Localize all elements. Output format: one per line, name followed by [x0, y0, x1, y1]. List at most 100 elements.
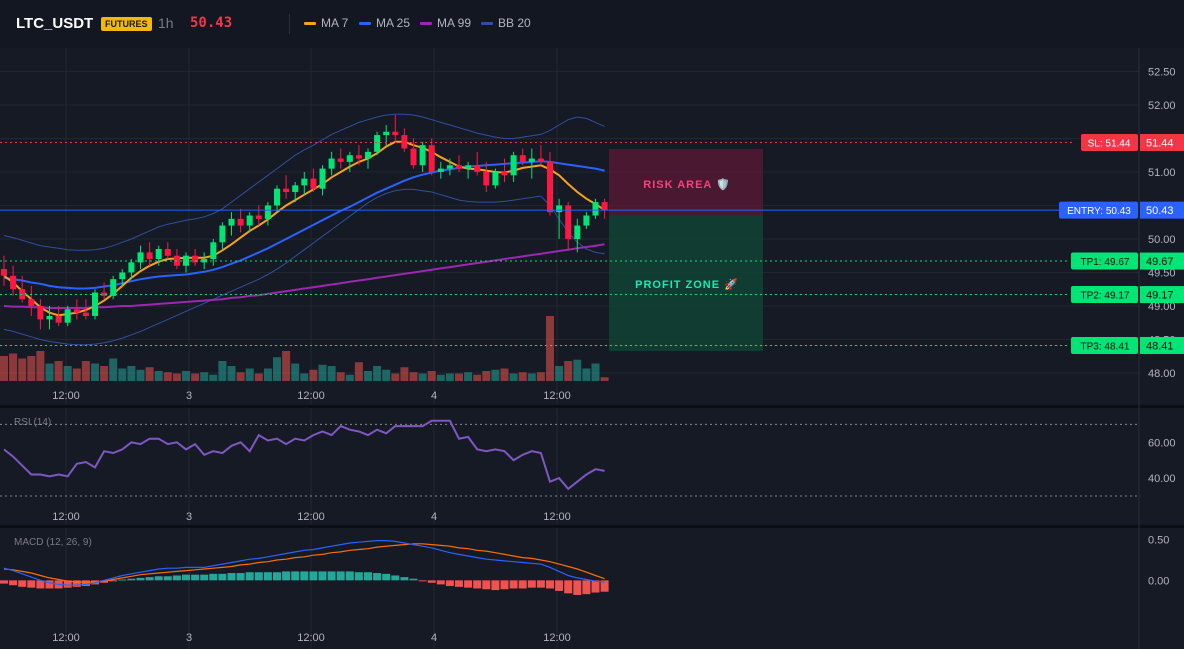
time-label: 12:00	[543, 390, 571, 402]
candle	[274, 185, 280, 213]
candle-body	[374, 135, 381, 152]
candle	[446, 158, 453, 176]
tp3-tag-text: TP3: 48.41	[1081, 341, 1130, 352]
legend-ma7[interactable]: MA 7	[304, 16, 348, 30]
candle	[228, 212, 235, 236]
candle	[155, 245, 162, 266]
volume-bar	[136, 369, 145, 381]
candle-body	[164, 249, 171, 256]
time-label: 12:00	[297, 632, 325, 644]
macd-hist-bar	[455, 580, 463, 587]
macd-hist-bar	[9, 580, 18, 586]
candle-body	[73, 309, 80, 313]
volume-bar	[9, 353, 18, 381]
tp2-tag-text: TP2: 49.17	[1081, 291, 1130, 302]
macd-hist-bar	[218, 573, 227, 581]
candle	[82, 299, 89, 320]
sl-tag[interactable]: SL: 51.44 51.44	[1081, 133, 1184, 151]
candle-body	[201, 259, 208, 263]
tp3-value-bg	[1140, 336, 1184, 354]
volume-bar	[0, 356, 8, 381]
sl-value-text: 51.44	[1146, 137, 1174, 149]
chart-canvas[interactable]: RISK AREA 🛡️ PROFIT ZONE 🚀 52.50 52.00 51.…	[0, 48, 1184, 649]
legend-swatch-ma99	[420, 21, 432, 25]
macd-hist-bar	[400, 577, 409, 581]
tp3-tag[interactable]: TP3: 48.41 48.41	[1071, 336, 1184, 354]
candle	[201, 252, 208, 270]
time-label: 12:00	[543, 511, 571, 523]
timeframe-selector[interactable]: 1h	[158, 15, 174, 31]
rsi-line	[3, 419, 605, 491]
profit-zone	[609, 215, 763, 351]
candle	[556, 198, 563, 239]
candle-body	[237, 218, 244, 226]
legend-ma99[interactable]: MA 99	[420, 16, 471, 30]
price-tick-label: 52.00	[1148, 100, 1176, 112]
candle	[483, 161, 490, 193]
candle-body	[328, 158, 335, 169]
entry-tag[interactable]: ENTRY: 50.43 50.43	[1059, 201, 1184, 219]
candle	[574, 218, 581, 253]
candle-body	[383, 131, 390, 136]
candle-body	[1, 269, 7, 276]
last-price: 50.43	[190, 15, 233, 31]
macd-hist-bar	[464, 580, 473, 588]
volume-bar	[182, 371, 190, 381]
volume-bar	[291, 363, 300, 381]
candle-body	[301, 178, 308, 186]
tp1-value-bg	[1140, 252, 1184, 270]
price-tick-label: 51.00	[1148, 167, 1176, 179]
candle-body	[537, 158, 544, 162]
volume-bar	[18, 358, 27, 381]
candle-body	[428, 145, 435, 172]
macd-hist-bar	[72, 580, 81, 587]
legend-swatch-ma7	[304, 21, 316, 25]
candle-body	[310, 178, 317, 189]
macd-hist-bar	[536, 580, 545, 588]
macd-title: MACD (12, 26, 9)	[14, 537, 92, 548]
tp2-tag[interactable]: TP2: 49.17 49.17	[1071, 286, 1184, 304]
volume-bar	[145, 367, 154, 381]
legend-bb20[interactable]: BB 20	[481, 16, 531, 30]
macd-hist-bar	[273, 572, 281, 581]
tp2-value-bg	[1140, 286, 1184, 304]
entry-tag-bg	[1059, 201, 1138, 219]
candle	[547, 151, 553, 216]
legend-label-ma7: MA 7	[321, 16, 349, 30]
macd-hist-bar	[145, 577, 154, 581]
volume-bar	[427, 371, 436, 381]
volume-bar	[527, 373, 536, 381]
rsi-title: RSI (14)	[14, 417, 51, 428]
macd-hist-bar	[318, 571, 327, 581]
legend-ma25[interactable]: MA 25	[359, 16, 410, 30]
entry-value-bg	[1140, 201, 1184, 219]
candle	[137, 245, 144, 270]
volume-bar	[391, 373, 400, 381]
rsi-tick: 40.00	[1148, 473, 1176, 485]
volume-bar	[418, 373, 427, 381]
time-label: 12:00	[297, 390, 325, 402]
macd-hist-bar	[63, 580, 72, 588]
candle	[264, 202, 271, 226]
macd-hist-bar	[373, 573, 382, 581]
macd-hist-bar	[482, 580, 491, 590]
candle	[346, 151, 353, 172]
macd-hist-bar	[0, 580, 8, 584]
macd-hist-bar	[36, 580, 45, 589]
candle	[601, 198, 608, 219]
symbol-name[interactable]: LTC_USDT	[16, 15, 94, 32]
macd-histogram	[0, 571, 609, 595]
candle	[1, 255, 7, 286]
candle-body	[401, 135, 408, 149]
price-tick-label: 50.00	[1148, 234, 1176, 246]
volume-bar	[227, 366, 236, 381]
candle	[401, 128, 408, 152]
candle-body	[556, 205, 563, 213]
candle-body	[19, 289, 26, 300]
macd-signal-line	[3, 543, 605, 583]
volume-bar	[436, 374, 445, 381]
candlesticks[interactable]	[1, 115, 608, 330]
tp1-tag[interactable]: TP1: 49.67 49.67	[1071, 252, 1184, 270]
candle	[437, 161, 444, 179]
macd-hist-bar	[555, 580, 564, 591]
